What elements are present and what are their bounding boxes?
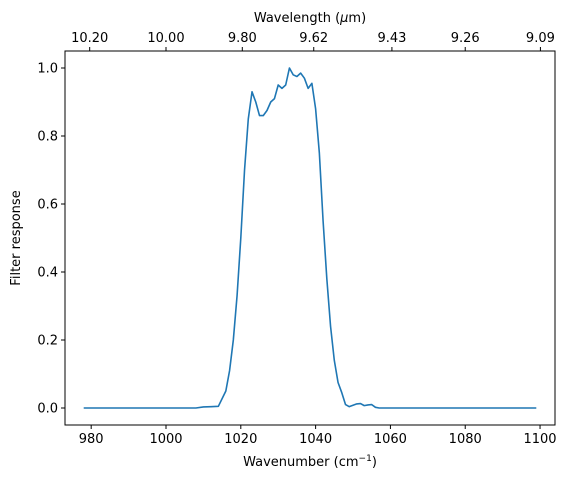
top-x-tick-label: 9.80 <box>228 31 257 46</box>
x-tick-label: 980 <box>79 432 104 447</box>
y-tick-label: 0.6 <box>37 198 58 213</box>
top-x-axis-label: Wavelength (μm) <box>254 11 366 26</box>
y-tick-label: 0.0 <box>37 402 58 417</box>
top-x-tick-label: 10.20 <box>71 31 108 46</box>
top-x-tick-label: 9.62 <box>299 31 328 46</box>
filter-response-line <box>83 67 537 409</box>
top-x-tick-label: 10.00 <box>147 31 184 46</box>
top-x-tick-label: 9.26 <box>451 31 480 46</box>
x-tick-label: 1080 <box>449 432 482 447</box>
x-tick-label: 1000 <box>149 432 182 447</box>
y-axis-label: Filter response <box>9 190 24 285</box>
top-x-tick-label: 9.43 <box>377 31 406 46</box>
x-tick-label: 1040 <box>299 432 332 447</box>
x-tick-label: 1100 <box>523 432 556 447</box>
plot-frame <box>64 50 556 426</box>
x-tick-label: 1060 <box>374 432 407 447</box>
plot-area <box>65 51 555 425</box>
ticks-layer: 980 1000 1020 1040 1060 1080 1100 0.0 0.2 0.4 0.6 0… <box>37 31 556 447</box>
x-axis-label: Wavenumber (cm−1) <box>243 454 377 470</box>
top-x-tick-label: 9.09 <box>526 31 555 46</box>
y-tick-label: 0.2 <box>37 334 58 349</box>
y-tick-label: 1.0 <box>37 62 58 77</box>
y-tick-label: 0.8 <box>37 130 58 145</box>
y-tick-label: 0.4 <box>37 266 58 281</box>
x-tick-label: 1020 <box>224 432 257 447</box>
